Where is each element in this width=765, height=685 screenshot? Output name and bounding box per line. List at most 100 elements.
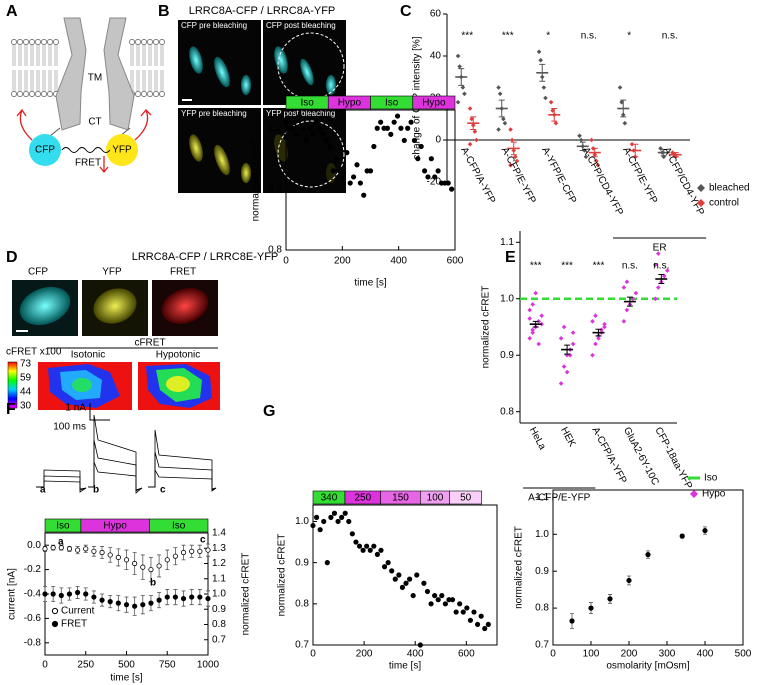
data-point xyxy=(197,594,203,600)
data-point xyxy=(590,319,595,324)
y2-tick-label: 1.0 xyxy=(212,589,226,600)
data-point xyxy=(107,552,113,558)
condition-bar xyxy=(149,518,209,533)
x-axis-title: osmolarity [mOsm] xyxy=(606,661,690,672)
annotation: a xyxy=(58,537,64,548)
current-traces xyxy=(36,414,217,494)
data-point xyxy=(626,577,632,584)
data-point xyxy=(442,601,448,607)
lipid-head xyxy=(153,39,159,45)
significance: * xyxy=(627,31,631,42)
significance: n.s. xyxy=(662,31,678,42)
error-bar xyxy=(458,68,465,86)
lipid-head xyxy=(135,91,141,97)
lipid-tail xyxy=(36,45,40,91)
data-point xyxy=(374,551,380,558)
data-point xyxy=(435,597,441,603)
lipid-tail xyxy=(48,45,52,91)
y-tick-label: -20 xyxy=(427,177,442,188)
data-point xyxy=(140,564,146,570)
data-point xyxy=(530,330,535,335)
condition-label: Hypo xyxy=(338,98,362,109)
data-point xyxy=(469,116,474,122)
data-point xyxy=(467,141,473,147)
scale-label: 1 nA xyxy=(65,403,86,414)
lipid-head xyxy=(29,91,35,97)
membrane xyxy=(11,39,165,97)
data-point xyxy=(527,316,532,321)
y-tick-label: 0.8 xyxy=(295,598,309,609)
y-tick-label: 0.0 xyxy=(27,540,41,551)
y-tick-label: 0.8 xyxy=(268,245,282,256)
data-point xyxy=(624,279,630,285)
data-point xyxy=(378,547,384,553)
data-point xyxy=(346,518,352,525)
data-point xyxy=(502,120,508,126)
error-bar xyxy=(539,63,546,82)
data-point xyxy=(577,133,582,139)
data-point xyxy=(401,137,407,144)
data-point xyxy=(561,324,567,330)
x-tick-label: 400 xyxy=(390,256,407,267)
annotation: c xyxy=(200,535,206,546)
lipid-tail xyxy=(130,45,134,91)
fret-wave xyxy=(61,147,111,153)
lipid-head xyxy=(17,39,23,45)
data-point xyxy=(536,341,541,347)
data-point xyxy=(327,143,333,150)
data-point xyxy=(553,120,559,126)
data-point xyxy=(313,119,320,125)
significance: n.s. xyxy=(653,261,669,272)
data-point xyxy=(50,545,56,551)
data-point xyxy=(389,568,395,574)
data-point xyxy=(350,174,357,180)
data-point xyxy=(508,127,513,132)
y-tick-label: -0.8 xyxy=(24,637,42,648)
data-point xyxy=(164,594,170,600)
data-point xyxy=(310,131,316,137)
data-point xyxy=(548,99,554,105)
data-point xyxy=(364,543,370,549)
data-point xyxy=(453,609,459,615)
lipid-head xyxy=(153,91,159,97)
legend-swatch xyxy=(690,490,698,498)
channel-subunit xyxy=(55,17,87,131)
y-tick-label: 0 xyxy=(435,135,441,146)
lipid-head xyxy=(129,39,135,45)
data-point xyxy=(321,518,327,525)
group-label: ER xyxy=(653,243,667,254)
lipid-tail xyxy=(148,45,152,91)
condition-bar xyxy=(412,95,456,110)
x-tick-label: HEK xyxy=(558,425,578,449)
lipid-head xyxy=(147,39,153,45)
data-point xyxy=(590,352,595,358)
data-point xyxy=(533,290,538,296)
data-point xyxy=(205,547,211,553)
data-point xyxy=(410,592,416,599)
plot-frame xyxy=(312,504,498,646)
data-point xyxy=(445,180,451,186)
data-point xyxy=(367,168,374,174)
data-point xyxy=(42,546,48,552)
data-point xyxy=(497,91,503,97)
data-point xyxy=(514,158,520,164)
data-point xyxy=(392,576,398,582)
map-title: cFRET xyxy=(134,338,165,349)
data-point xyxy=(403,580,409,586)
data-point xyxy=(471,609,477,615)
data-point xyxy=(349,531,355,537)
y-tick-label: 0.9 xyxy=(535,566,549,577)
data-point xyxy=(607,596,613,602)
data-point xyxy=(543,95,548,101)
y2-tick-label: 0.9 xyxy=(212,604,226,615)
significance: *** xyxy=(561,261,573,272)
fret-label: FRET xyxy=(75,158,101,169)
data-point xyxy=(334,156,340,162)
data-point xyxy=(340,174,347,180)
x-tick-label: A-CFP/CD4-YFP xyxy=(580,145,625,217)
lipid-head xyxy=(141,91,147,97)
data-point xyxy=(107,599,113,605)
emission-arrow xyxy=(16,108,33,141)
legend-swatch xyxy=(697,199,705,207)
lipid-head xyxy=(11,39,17,45)
